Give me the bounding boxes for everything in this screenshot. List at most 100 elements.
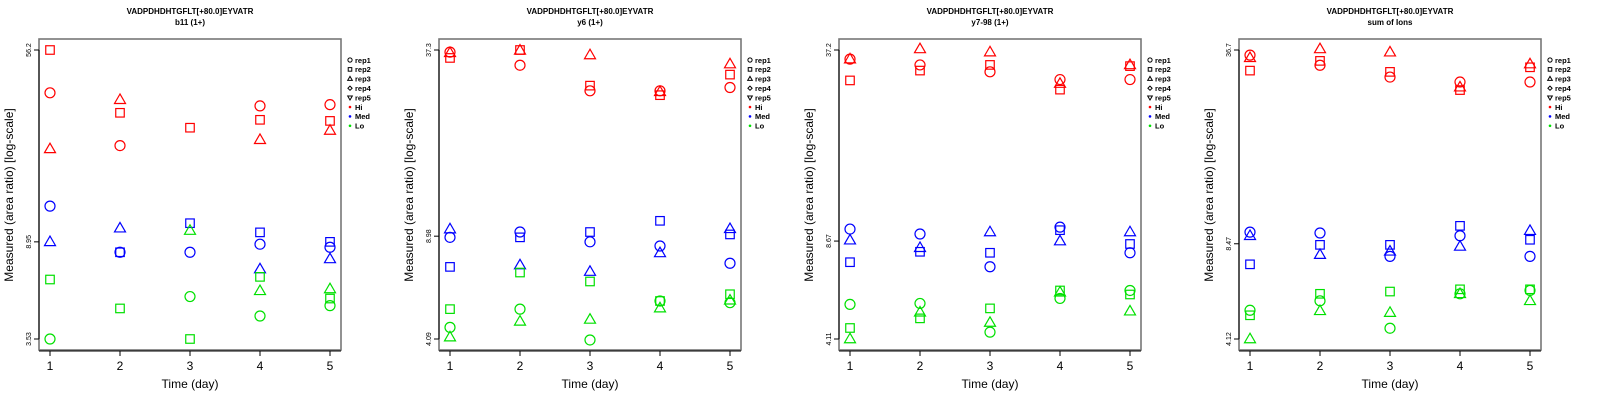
data-point-hi-rep3 <box>43 141 57 154</box>
data-point-med-rep2 <box>655 215 665 226</box>
scatter-plot: VADPDHDHTGFLT[+80.0]EYVATR y6 (1+) 37.3 8.9… <box>402 7 772 391</box>
legend-label: Hi <box>755 103 763 112</box>
y-tick-label: 3.53 <box>26 332 33 346</box>
data-point-hi-rep1 <box>584 85 596 97</box>
data-point-med-rep2 <box>1125 239 1135 249</box>
x-tick-label: 3 <box>187 359 194 373</box>
y-tick-label: 4.09 <box>426 332 433 346</box>
data-point-lo-rep2 <box>725 289 735 300</box>
x-axis-title: Time (day) <box>562 377 619 391</box>
data-point-hi-rep3 <box>1383 45 1397 57</box>
data-point-med-rep3 <box>43 234 57 247</box>
data-point-med-rep3 <box>983 225 997 237</box>
data-points <box>1243 41 1537 344</box>
data-point-med-rep3 <box>253 262 267 274</box>
data-point-hi-rep2 <box>115 107 125 118</box>
data-point-med-rep2 <box>1455 220 1465 231</box>
legend-label: rep1 <box>755 56 771 65</box>
x-tick-label: 4 <box>1457 359 1464 373</box>
x-tick-label: 2 <box>1317 359 1324 373</box>
data-point-hi-rep3 <box>843 52 857 64</box>
y-tick-label: 8.47 <box>1226 237 1233 251</box>
data-point-hi-rep2 <box>845 75 855 86</box>
data-point-lo-rep1 <box>1124 284 1136 297</box>
chart-title: VADPDHDHTGFLT[+80.0]EYVATR <box>927 7 1054 16</box>
data-point-med-rep1 <box>984 261 996 273</box>
data-point-lo-rep2 <box>1315 288 1325 299</box>
data-point-med-rep1 <box>914 228 926 240</box>
diamond-icon <box>1547 85 1553 92</box>
data-point-lo-rep3 <box>513 314 527 326</box>
legend-label: Hi <box>1155 103 1163 112</box>
data-point-med-rep2 <box>1385 240 1395 250</box>
legend-label: Med <box>1555 112 1570 121</box>
legend-label: rep1 <box>355 56 371 65</box>
data-points <box>43 45 337 345</box>
y-axis-title: Measured (area ratio) [log-scale] <box>2 108 16 281</box>
data-point-hi-rep2 <box>1385 67 1395 77</box>
data-point-med-rep1 <box>184 246 196 258</box>
plot-frame <box>838 38 1142 351</box>
data-point-hi-rep1 <box>1524 76 1536 88</box>
dot-icon <box>748 124 752 128</box>
chart-subtitle: y7-98 (1+) <box>971 18 1008 27</box>
x-tick-label: 4 <box>657 359 664 373</box>
circle-icon <box>1147 57 1153 63</box>
data-point-lo-rep3 <box>1053 285 1067 297</box>
data-point-lo-rep1 <box>254 310 266 322</box>
data-point-lo-rep2 <box>185 334 195 344</box>
chart-panel-y6: VADPDHDHTGFLT[+80.0]EYVATR y6 (1+) 37.3 8.9… <box>400 0 800 400</box>
data-point-med-rep1 <box>724 257 736 269</box>
data-point-lo-rep2 <box>515 267 525 278</box>
x-tick-label: 5 <box>327 359 334 373</box>
data-point-lo-rep3 <box>323 282 337 294</box>
data-point-lo-rep2 <box>1385 286 1395 297</box>
data-point-hi-rep1 <box>1054 73 1066 86</box>
diamond-icon <box>747 85 753 92</box>
data-point-lo-rep2 <box>1245 310 1255 321</box>
data-point-med-rep3 <box>1383 244 1397 256</box>
data-point-med-rep3 <box>323 251 337 264</box>
data-point-med-rep2 <box>585 227 595 237</box>
data-point-lo-rep3 <box>1243 332 1257 344</box>
data-point-hi-rep3 <box>983 45 997 57</box>
data-point-lo-rep2 <box>115 303 125 314</box>
data-point-hi-rep3 <box>653 84 667 97</box>
x-axis-title: Time (day) <box>162 377 219 391</box>
data-point-hi-rep2 <box>1455 85 1465 95</box>
data-point-hi-rep3 <box>913 41 927 54</box>
legend-label: Hi <box>355 103 363 112</box>
legend-label: rep5 <box>1555 93 1571 102</box>
data-point-hi-rep1 <box>1454 76 1466 88</box>
legend-label: rep2 <box>755 65 771 74</box>
data-point-lo-rep1 <box>44 333 56 345</box>
x-tick-label: 1 <box>47 359 54 373</box>
data-point-lo-rep2 <box>985 303 995 314</box>
legend-label: rep2 <box>355 65 371 74</box>
data-point-med-rep3 <box>723 221 737 234</box>
square-icon <box>1547 67 1553 72</box>
data-point-hi-rep2 <box>1315 56 1325 66</box>
square-icon <box>1147 67 1153 72</box>
data-point-hi-rep3 <box>723 57 737 69</box>
data-point-med-rep3 <box>843 233 857 245</box>
square-icon <box>747 67 753 72</box>
data-point-lo-rep3 <box>843 332 857 344</box>
x-tick-label: 5 <box>1527 359 1534 373</box>
data-point-hi-rep1 <box>514 59 526 71</box>
chart-panel-sum-of-ions: VADPDHDHTGFLT[+80.0]EYVATR sum of Ions 36.… <box>1200 0 1600 400</box>
x-tick-label: 1 <box>447 359 454 373</box>
legend-label: Lo <box>355 122 365 131</box>
plot-frame <box>1238 38 1542 351</box>
data-point-med-rep2 <box>845 257 855 268</box>
data-points <box>843 41 1137 344</box>
data-point-lo-rep1 <box>1384 322 1396 334</box>
data-point-med-rep1 <box>444 231 456 243</box>
legend-label: rep2 <box>1555 65 1571 74</box>
chart-subtitle: b11 (1+) <box>175 18 205 27</box>
diamond-icon <box>1147 85 1153 92</box>
triangle-up-icon <box>1146 75 1154 81</box>
data-point-med-rep3 <box>513 258 527 270</box>
data-point-med-rep1 <box>584 236 596 248</box>
